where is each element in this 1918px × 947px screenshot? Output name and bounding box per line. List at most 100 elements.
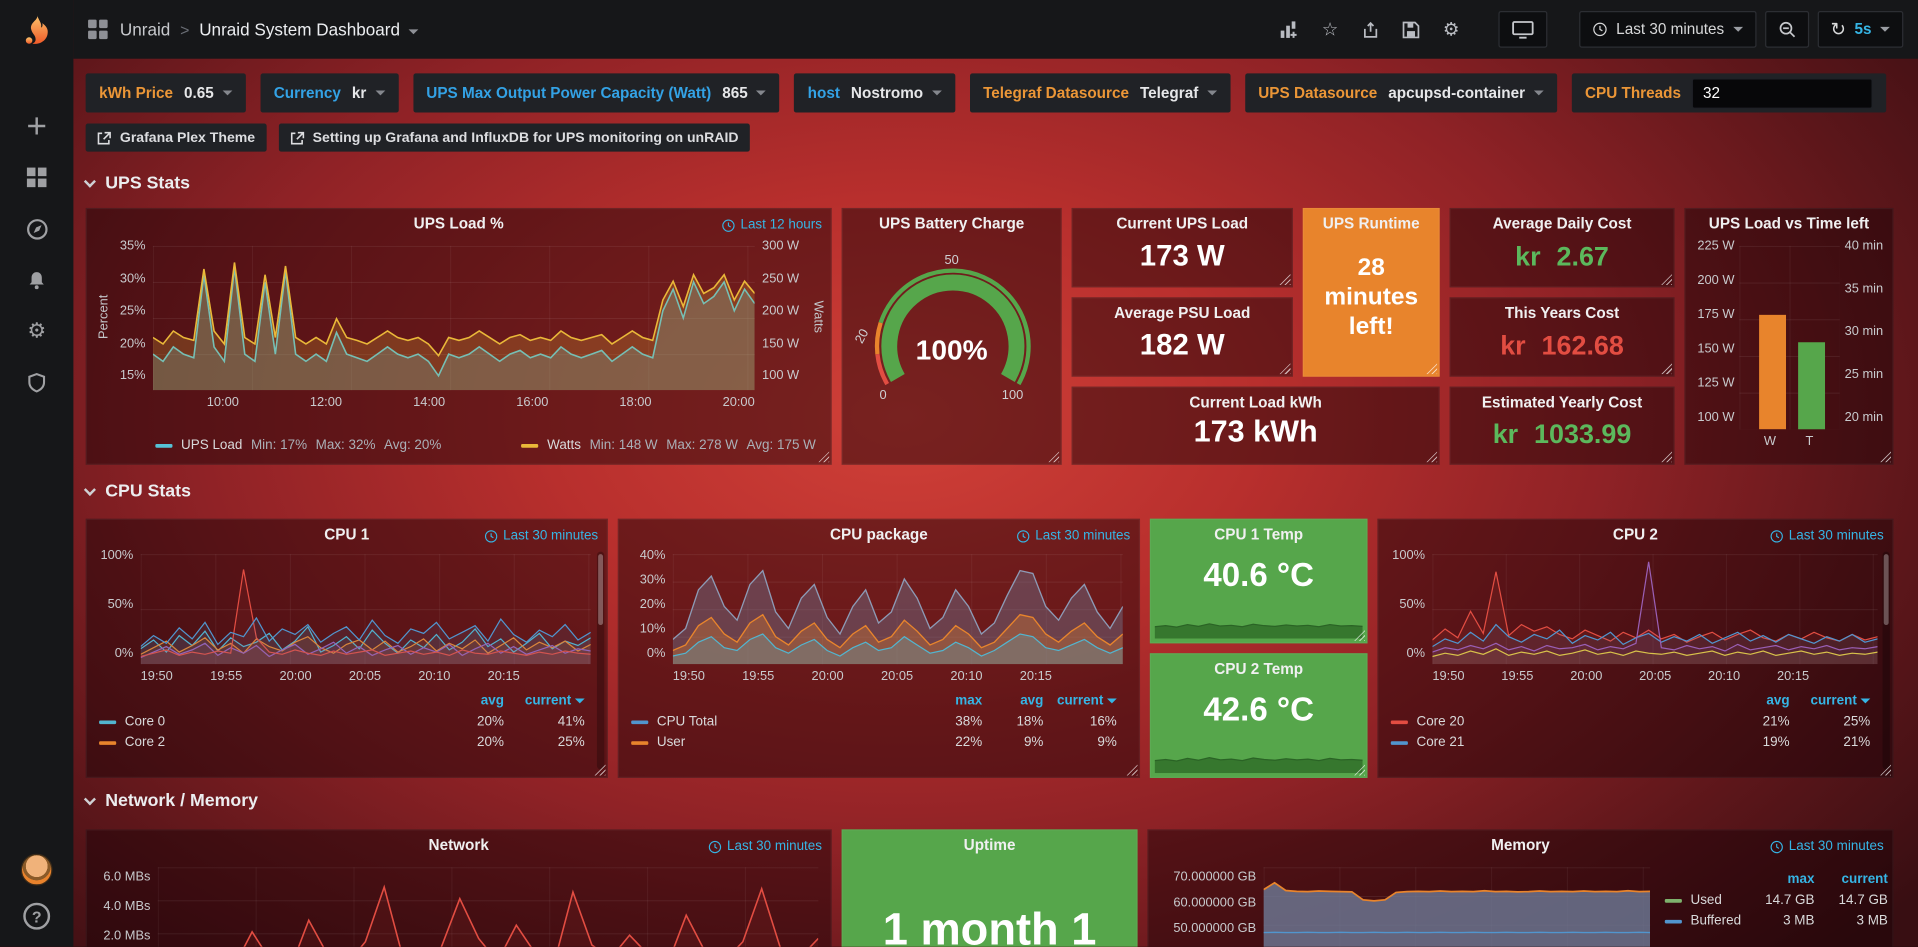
link-ups-monitoring-guide[interactable]: Setting up Grafana and InfluxDB for UPS … bbox=[278, 123, 750, 152]
legend-header-current[interactable]: current bbox=[1841, 872, 1888, 887]
legend-series-core21[interactable]: Core 21 bbox=[1390, 735, 1721, 750]
dashboard-dropdown-caret[interactable] bbox=[408, 18, 419, 40]
panel-title[interactable]: Estimated Yearly Cost bbox=[1481, 393, 1643, 411]
memory-chart[interactable] bbox=[1263, 867, 1651, 947]
legend-series-used[interactable]: Used bbox=[1664, 893, 1741, 908]
panel-title[interactable]: UPS Runtime bbox=[1322, 215, 1420, 233]
legend-series-cpu-total[interactable]: CPU Total bbox=[631, 714, 921, 729]
gauge-value: 100% bbox=[915, 333, 988, 366]
legend-value: 9% bbox=[1023, 735, 1044, 750]
resize-handle[interactable] bbox=[1354, 764, 1366, 776]
panel-title[interactable]: Memory bbox=[1491, 836, 1550, 854]
refresh-picker[interactable]: ↻ 5s bbox=[1817, 11, 1904, 48]
resize-handle[interactable] bbox=[1354, 629, 1366, 641]
variable-kwh-price[interactable]: kWh Price 0.65 bbox=[85, 73, 246, 113]
resize-handle[interactable] bbox=[594, 764, 606, 776]
legend-scrollbar[interactable] bbox=[596, 551, 605, 770]
resize-handle[interactable] bbox=[1661, 451, 1673, 463]
panel-title[interactable]: UPS Load % bbox=[413, 215, 504, 233]
legend-watts[interactable]: Watts Min: 148 W Max: 278 W Avg: 175 W bbox=[521, 438, 816, 453]
legend-header-avg[interactable]: avg bbox=[1766, 693, 1790, 709]
section-ups-stats[interactable]: UPS Stats bbox=[83, 173, 190, 194]
section-network-memory[interactable]: Network / Memory bbox=[83, 791, 258, 811]
resize-handle[interactable] bbox=[1279, 363, 1291, 375]
legend-scrollbar[interactable] bbox=[1882, 551, 1890, 770]
ups-load-chart[interactable] bbox=[152, 245, 755, 391]
panel-title[interactable]: CPU 2 Temp bbox=[1214, 660, 1304, 678]
dashboards-icon[interactable] bbox=[16, 161, 58, 193]
resize-handle[interactable] bbox=[1661, 363, 1673, 375]
configuration-gear-icon[interactable]: ⚙ bbox=[16, 316, 58, 348]
resize-handle[interactable] bbox=[1880, 764, 1892, 776]
ups-vs-time-chart[interactable] bbox=[1739, 245, 1840, 430]
settings-gear-icon[interactable]: ⚙ bbox=[1435, 13, 1467, 45]
panel-title[interactable]: Network bbox=[428, 836, 489, 854]
legend-header-current[interactable]: current bbox=[1790, 694, 1871, 708]
panel-title[interactable]: CPU 2 bbox=[1612, 525, 1658, 544]
panel-uptime: Uptime 1 month 1 bbox=[841, 829, 1138, 947]
panel-title[interactable]: This Years Cost bbox=[1504, 304, 1620, 322]
legend-header-max[interactable]: max bbox=[1787, 872, 1815, 887]
legend-series-core20[interactable]: Core 20 bbox=[1390, 714, 1721, 729]
resize-handle[interactable] bbox=[1048, 451, 1060, 463]
legend-header-max[interactable]: max bbox=[955, 693, 983, 709]
variable-telegraf-datasource[interactable]: Telegraf Datasource Telegraf bbox=[969, 73, 1231, 113]
variable-host[interactable]: host Nostromo bbox=[794, 73, 955, 113]
network-chart[interactable] bbox=[157, 867, 819, 947]
cpu1-chart[interactable] bbox=[140, 554, 591, 665]
cpu-threads-input[interactable] bbox=[1692, 77, 1874, 109]
alerting-bell-icon[interactable] bbox=[16, 264, 58, 296]
grafana-logo[interactable] bbox=[17, 2, 56, 61]
panel-title[interactable]: Current Load kWh bbox=[1189, 393, 1322, 411]
resize-handle[interactable] bbox=[1661, 273, 1673, 286]
panel-title[interactable]: Current UPS Load bbox=[1116, 215, 1249, 233]
add-panel-icon[interactable] bbox=[1274, 13, 1306, 45]
star-icon[interactable]: ☆ bbox=[1314, 13, 1346, 45]
panel-title[interactable]: Average PSU Load bbox=[1114, 304, 1251, 322]
legend-header-avg[interactable]: avg bbox=[480, 693, 504, 709]
panel-title[interactable]: CPU package bbox=[830, 525, 928, 544]
cpu2-chart[interactable] bbox=[1432, 554, 1878, 665]
resize-handle[interactable] bbox=[1426, 363, 1438, 375]
resize-handle[interactable] bbox=[1880, 451, 1892, 463]
link-grafana-plex-theme[interactable]: Grafana Plex Theme bbox=[85, 123, 267, 152]
variable-currency[interactable]: Currency kr bbox=[260, 73, 399, 113]
user-avatar[interactable] bbox=[20, 853, 53, 886]
help-icon[interactable]: ? bbox=[23, 902, 51, 930]
variable-ups-datasource[interactable]: UPS Datasource apcupsd-container bbox=[1244, 73, 1557, 113]
explore-compass-icon[interactable] bbox=[16, 213, 58, 245]
legend-header-current[interactable]: current bbox=[504, 694, 585, 708]
dashboard-grid-icon[interactable] bbox=[88, 19, 108, 40]
zoom-out-button[interactable] bbox=[1764, 11, 1809, 48]
panel-title[interactable]: CPU 1 bbox=[324, 525, 370, 544]
legend-ups-load[interactable]: UPS Load Min: 17% Max: 32% Avg: 20% bbox=[155, 438, 441, 453]
save-icon[interactable] bbox=[1395, 13, 1427, 45]
panel-title[interactable]: Uptime bbox=[963, 836, 1016, 854]
breadcrumb-dashboard-title[interactable]: Unraid System Dashboard bbox=[199, 19, 401, 40]
cycle-view-button[interactable] bbox=[1498, 11, 1548, 48]
resize-handle[interactable] bbox=[818, 451, 830, 463]
share-icon[interactable] bbox=[1354, 13, 1386, 45]
panel-title[interactable]: UPS Battery Charge bbox=[878, 215, 1025, 233]
section-cpu-stats[interactable]: CPU Stats bbox=[83, 482, 191, 502]
legend-header-current[interactable]: current bbox=[1043, 694, 1117, 708]
server-admin-shield-icon[interactable] bbox=[16, 367, 58, 399]
create-plus-icon[interactable] bbox=[16, 110, 58, 142]
breadcrumb-app[interactable]: Unraid bbox=[119, 19, 171, 40]
legend-series-core0[interactable]: Core 0 bbox=[99, 714, 435, 729]
resize-handle[interactable] bbox=[1279, 273, 1291, 286]
section-title: UPS Stats bbox=[105, 173, 190, 194]
legend-series-buffered[interactable]: Buffered bbox=[1664, 914, 1741, 928]
panel-title[interactable]: UPS Load vs Time left bbox=[1708, 215, 1870, 233]
panel-title[interactable]: CPU 1 Temp bbox=[1214, 525, 1304, 544]
series-color-dash bbox=[155, 443, 173, 448]
resize-handle[interactable] bbox=[1426, 451, 1438, 463]
cpu-package-chart[interactable] bbox=[672, 554, 1123, 665]
legend-series-user[interactable]: User bbox=[631, 735, 921, 750]
panel-title[interactable]: Average Daily Cost bbox=[1492, 215, 1632, 233]
variable-ups-max-output[interactable]: UPS Max Output Power Capacity (Watt) 865 bbox=[412, 73, 780, 113]
legend-header-avg[interactable]: avg bbox=[1020, 693, 1044, 709]
legend-series-core2[interactable]: Core 2 bbox=[99, 735, 435, 750]
resize-handle[interactable] bbox=[1126, 764, 1138, 776]
time-range-picker[interactable]: Last 30 minutes bbox=[1579, 11, 1756, 48]
